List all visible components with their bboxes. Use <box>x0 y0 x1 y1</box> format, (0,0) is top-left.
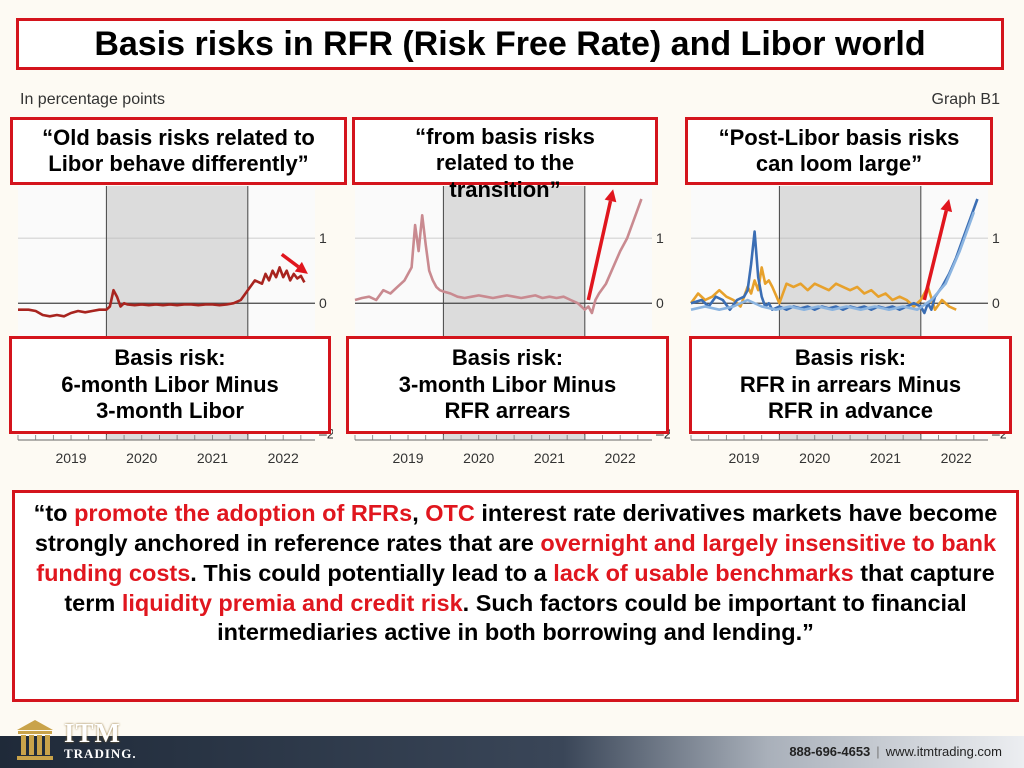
quote-highlight-2: OTC <box>425 500 475 526</box>
x-tick-label: 2019 <box>55 450 86 466</box>
logo-wordmark: ITM <box>64 718 121 748</box>
y-tick-label: 0 <box>656 295 664 311</box>
phone-number[interactable]: 888-696-4653 <box>789 744 871 759</box>
x-tick-label: 2021 <box>197 450 228 466</box>
callout-bottom-3-line-1: Basis risk: <box>794 345 907 371</box>
quote-box: “to promote the adoption of RFRs, OTC in… <box>12 490 1019 702</box>
quote-text-open: “to <box>33 500 75 526</box>
callout-top-3-line-2: can loom large” <box>755 151 923 176</box>
y-tick-label: 1 <box>992 230 1000 246</box>
x-tick-label: 2019 <box>392 450 423 466</box>
x-tick-label: 2019 <box>728 450 759 466</box>
series-line-1 <box>18 266 306 318</box>
slide-title: Basis risks in RFR (Risk Free Rate) and … <box>16 18 1004 70</box>
series-line-3 <box>690 211 976 311</box>
y-tick-label: 0 <box>319 295 327 311</box>
quote-highlight-4: lack of usable benchmarks <box>553 559 854 586</box>
x-tick-label: 2020 <box>126 450 157 466</box>
callout-bottom-1-line-3: 3-month Libor <box>96 398 244 424</box>
footer-bar <box>0 736 1024 768</box>
series-line-1 <box>689 266 957 311</box>
callout-bottom-1: Basis risk: 6-month Libor Minus 3-month Li… <box>9 336 331 434</box>
callout-top-3-line-1: “Post-Libor basis risks <box>718 124 960 150</box>
pillar-icon <box>17 720 53 760</box>
quote-text-4: that capture term <box>64 559 995 616</box>
quote-text-3: . This could potentially lead to a <box>190 559 554 586</box>
x-tick-label: 2021 <box>870 450 901 466</box>
quote-highlight-1: promote the adoption of RFRs <box>74 500 413 526</box>
callout-bottom-3-line-2: RFR in arrears Minus <box>739 371 962 397</box>
callout-bottom-2-line-2: 3-month Libor Minus <box>398 371 617 397</box>
callout-bottom-3: Basis risk: RFR in arrears Minus RFR in ad… <box>689 336 1012 434</box>
series-line-1 <box>354 198 643 315</box>
quote-text-5: . Such factors could be important to fin… <box>217 589 967 646</box>
logo-subtext: TRADING. <box>64 746 137 761</box>
annotation-arrow-shaft <box>922 210 948 301</box>
contact-info: 888-696-4653 | www.itmtrading.com <box>789 744 1002 759</box>
callout-top-2: “from basis risks related to the transitio… <box>352 117 658 202</box>
x-tick-label: 2022 <box>268 450 299 466</box>
y-tick-label: 0 <box>992 295 1000 311</box>
callout-top-1-line-1: “Old basis risks related to <box>42 124 315 150</box>
quote-highlight-3: overnight and largely insensitive to ban… <box>36 529 997 586</box>
contact-separator: | <box>876 744 880 759</box>
x-tick-label: 2022 <box>941 450 972 466</box>
annotation-arrow-shaft <box>280 252 300 269</box>
itm-logo: ITM TRADING. <box>14 716 164 766</box>
callout-top-1: “Old basis risks related to Libor behave … <box>10 117 347 185</box>
annotation-arrow-head <box>294 261 308 274</box>
x-tick-label: 2020 <box>799 450 830 466</box>
quote-highlight-5: liquidity premia and credit risk <box>121 589 463 616</box>
annotation-arrow-shaft <box>586 200 613 301</box>
quote-text-2: interest rate derivatives markets have b… <box>34 500 998 556</box>
callout-top-3: “Post-Libor basis risks can loom large” <box>685 117 993 185</box>
quote-text-1: , <box>412 500 426 526</box>
website-link[interactable]: www.itmtrading.com <box>885 744 1002 759</box>
y-tick-label: 1 <box>319 230 327 246</box>
callout-top-2-line-1: “from basis risks <box>415 124 595 149</box>
callout-bottom-2-line-3: RFR arrears <box>444 398 571 424</box>
callout-bottom-1-line-2: 6-month Libor Minus <box>61 371 279 397</box>
callout-bottom-2-line-1: Basis risk: <box>451 345 564 371</box>
callout-bottom-1-line-1: Basis risk: <box>114 345 226 371</box>
units-label: In percentage points <box>20 91 165 108</box>
annotation-arrow-head <box>940 199 953 213</box>
x-tick-label: 2020 <box>463 450 494 466</box>
callout-bottom-2: Basis risk: 3-month Libor Minus RFR arrear… <box>346 336 669 434</box>
x-tick-label: 2021 <box>534 450 565 466</box>
annotation-arrow-head <box>604 189 617 203</box>
y-tick-label: 1 <box>656 230 664 246</box>
callout-top-1-line-2: Libor behave differently” <box>48 151 309 176</box>
callout-top-2-line-2: related to the <box>435 150 575 176</box>
x-tick-label: 2022 <box>605 450 636 466</box>
callout-bottom-3-line-3: RFR in advance <box>767 398 934 424</box>
callout-top-2-line-3: transition” <box>449 176 561 202</box>
graph-number: Graph B1 <box>931 91 1000 108</box>
